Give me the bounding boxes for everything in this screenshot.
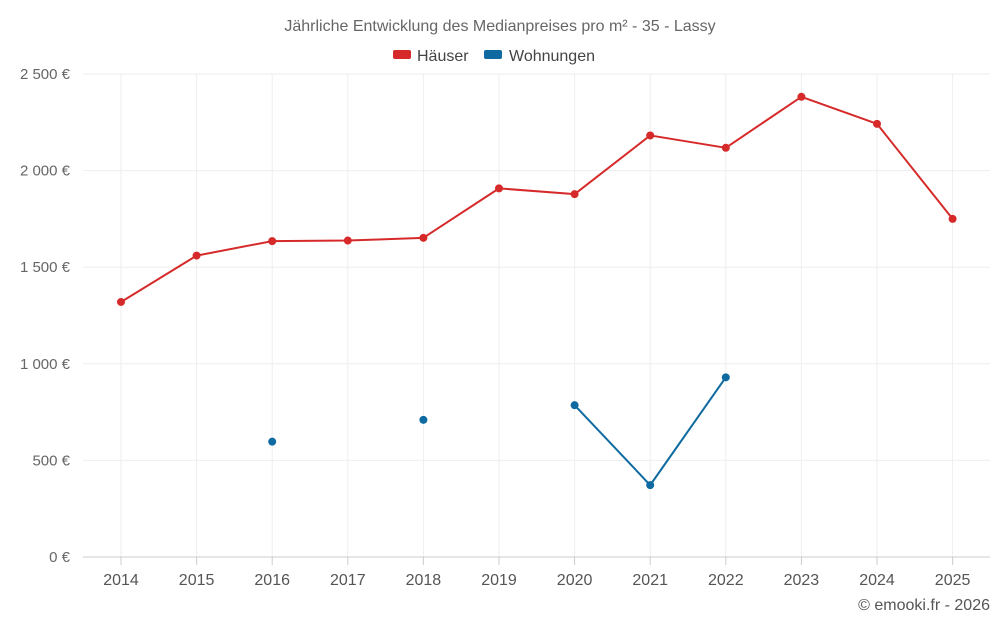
data-point-wohnungen[interactable] xyxy=(721,373,730,382)
legend-label-wohnungen: Wohnungen xyxy=(509,48,595,65)
data-point-haeuser[interactable] xyxy=(419,233,428,242)
data-point-wohnungen[interactable] xyxy=(646,481,655,490)
series xyxy=(117,92,957,490)
series-haeuser xyxy=(117,92,957,306)
x-tick-label: 2022 xyxy=(708,572,744,589)
legend-label-haeuser: Häuser xyxy=(417,48,469,65)
x-tick-label: 2014 xyxy=(103,572,139,589)
series-wohnungen xyxy=(268,373,730,490)
y-tick-label: 1 500 € xyxy=(20,259,71,276)
y-tick-label: 0 € xyxy=(49,549,71,566)
data-point-haeuser[interactable] xyxy=(343,236,352,245)
legend-swatch-wohnungen xyxy=(484,50,502,59)
data-point-wohnungen[interactable] xyxy=(570,401,579,410)
x-tick-label: 2018 xyxy=(406,572,442,589)
data-point-haeuser[interactable] xyxy=(873,119,881,128)
y-tick-label: 500 € xyxy=(32,452,70,469)
legend[interactable]: Häuser Wohnungen xyxy=(393,48,595,65)
data-point-haeuser[interactable] xyxy=(797,92,806,101)
legend-swatch-haeuser xyxy=(393,50,411,59)
x-tick-label: 2016 xyxy=(254,572,290,589)
x-tick-label: 2023 xyxy=(784,572,820,589)
data-point-wohnungen[interactable] xyxy=(419,415,428,424)
x-tick-label: 2025 xyxy=(935,572,971,589)
grid xyxy=(83,73,990,557)
chart-title: Jährliche Entwicklung des Medianpreises … xyxy=(284,18,715,35)
data-point-haeuser[interactable] xyxy=(117,297,125,306)
y-tick-label: 2 500 € xyxy=(20,66,71,83)
y-tick-label: 2 000 € xyxy=(20,163,71,180)
data-point-haeuser[interactable] xyxy=(495,184,503,193)
legend-item-haeuser[interactable]: Häuser xyxy=(393,48,469,65)
x-tick-label: 2019 xyxy=(481,572,517,589)
data-point-haeuser[interactable] xyxy=(570,190,579,199)
data-point-haeuser[interactable] xyxy=(268,237,277,246)
x-tick-label: 2020 xyxy=(557,572,593,589)
data-point-haeuser[interactable] xyxy=(948,214,957,223)
data-point-haeuser[interactable] xyxy=(721,143,730,152)
data-point-haeuser[interactable] xyxy=(646,131,655,140)
y-tick-label: 1 000 € xyxy=(20,356,71,373)
legend-item-wohnungen[interactable]: Wohnungen xyxy=(484,48,595,65)
x-tick-label: 2015 xyxy=(179,572,215,589)
y-axis: 0 € 500 € 1 000 € 1 500 € 2 000 € 2 500 € xyxy=(20,66,71,566)
x-tick-label: 2021 xyxy=(632,572,668,589)
x-tick-label: 2017 xyxy=(330,572,366,589)
credit-text: © emooki.fr - 2026 xyxy=(858,597,990,614)
series-line-haeuser xyxy=(120,95,954,303)
data-point-haeuser[interactable] xyxy=(192,251,201,260)
x-axis: 2014 2015 2016 2017 2018 2019 2020 2021 2022 2023… xyxy=(83,556,990,589)
data-point-wohnungen[interactable] xyxy=(268,437,277,446)
x-tick-label: 2024 xyxy=(859,572,895,589)
